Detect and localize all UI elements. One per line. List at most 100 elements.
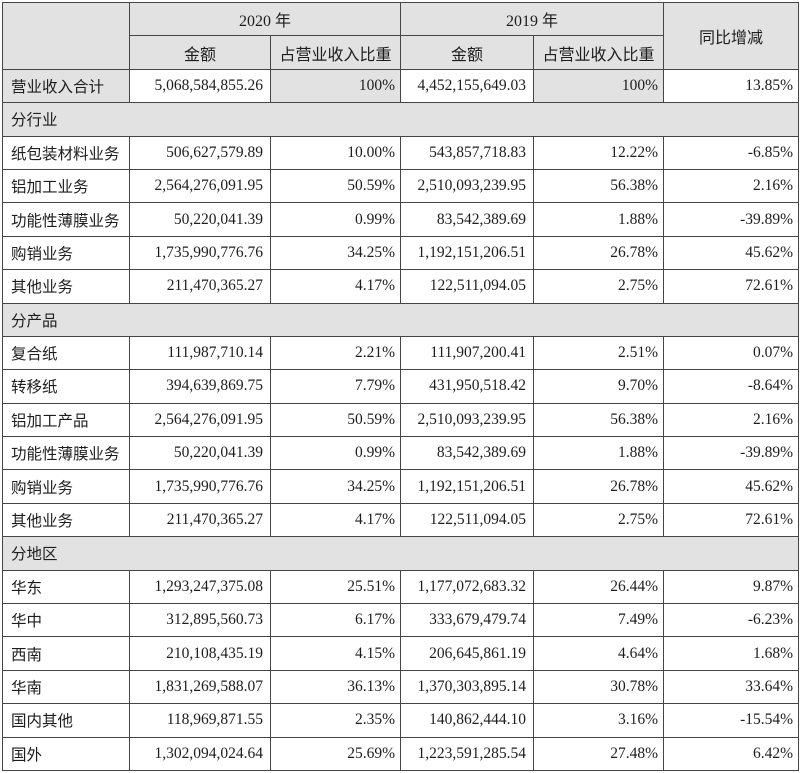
row-label: 购销业务 [2, 235, 130, 271]
yoy-cell: -6.85% [663, 135, 800, 170]
yoy-cell: 2.16% [663, 168, 800, 204]
amount-2019-cell: 4,452,155,649.03 [400, 68, 535, 104]
pct-2020-cell: 4.17% [269, 502, 402, 538]
row-label: 购销业务 [2, 469, 130, 504]
section-row-region: 分地区 [1, 536, 800, 571]
amount-2019-cell: 2,510,093,239.95 [400, 168, 535, 204]
amount-2020-cell: 1,302,094,024.64 [129, 736, 271, 772]
pct-2019-cell: 7.49% [533, 603, 665, 638]
pct-2020-cell: 4.17% [269, 269, 402, 304]
row-label: 纸包装材料业务 [2, 135, 130, 170]
amount-2020-cell: 211,470,365.27 [129, 502, 271, 538]
yoy-cell: 45.62% [663, 235, 800, 271]
yoy-cell: 45.62% [663, 469, 800, 504]
table-row: 华中 312,895,560.73 6.17% 333,679,479.74 7… [2, 603, 800, 638]
pct-2019-cell: 1.88% [533, 202, 665, 237]
proportion-2020-header: 占营业收入比重 [269, 35, 402, 70]
row-label: 其他业务 [2, 502, 130, 538]
section-title: 分产品 [1, 302, 800, 337]
pct-2019-cell: 27.48% [533, 736, 665, 772]
amount-2020-cell: 394,639,869.75 [129, 369, 271, 404]
amount-2020-cell: 1,293,247,375.08 [129, 569, 271, 605]
row-label: 国内其他 [2, 703, 130, 738]
yoy-cell: 0.07% [663, 335, 800, 371]
section-title: 分地区 [1, 536, 800, 571]
row-label: 铝加工业务 [2, 168, 130, 204]
row-label: 其他业务 [2, 269, 130, 304]
amount-2019-cell: 83,542,389.69 [400, 202, 535, 237]
yoy-cell: 1.68% [663, 636, 800, 671]
amount-2019-cell: 1,177,072,683.32 [400, 569, 535, 605]
yoy-cell: -39.89% [663, 202, 800, 237]
pct-2020-cell: 34.25% [269, 469, 402, 504]
table-row: 国内其他 118,969,871.55 2.35% 140,862,444.10… [2, 703, 800, 738]
pct-2019-cell: 3.16% [533, 703, 665, 738]
row-label: 西南 [2, 636, 130, 671]
amount-2020-cell: 50,220,041.39 [129, 202, 271, 237]
amount-2019-cell: 1,370,303,895.14 [400, 669, 535, 705]
table-row: 功能性薄膜业务 50,220,041.39 0.99% 83,542,389.6… [2, 436, 800, 471]
pct-2020-cell: 100% [269, 68, 402, 104]
yoy-cell: -8.64% [663, 369, 800, 404]
amount-2019-cell: 543,857,718.83 [400, 135, 535, 170]
row-label: 功能性薄膜业务 [2, 202, 130, 237]
pct-2020-cell: 6.17% [269, 603, 402, 638]
table-row: 其他业务 211,470,365.27 4.17% 122,511,094.05… [2, 269, 800, 304]
amount-2020-cell: 1,735,990,776.76 [129, 235, 271, 271]
amount-2019-cell: 122,511,094.05 [400, 269, 535, 304]
table-row: 纸包装材料业务 506,627,579.89 10.00% 543,857,71… [2, 135, 800, 170]
pct-2020-cell: 0.99% [269, 202, 402, 237]
amount-2020-cell: 1,735,990,776.76 [129, 469, 271, 504]
amount-2020-cell: 2,564,276,091.95 [129, 402, 271, 438]
amount-2020-cell: 118,969,871.55 [129, 703, 271, 738]
amount-2019-cell: 431,950,518.42 [400, 369, 535, 404]
amount-2019-cell: 140,862,444.10 [400, 703, 535, 738]
pct-2020-cell: 4.15% [269, 636, 402, 671]
row-label: 转移纸 [2, 369, 130, 404]
pct-2020-cell: 50.59% [269, 402, 402, 438]
pct-2019-cell: 26.78% [533, 235, 665, 271]
amount-2020-cell: 506,627,579.89 [129, 135, 271, 170]
table-row: 功能性薄膜业务 50,220,041.39 0.99% 83,542,389.6… [2, 202, 800, 237]
row-label: 国外 [2, 736, 130, 772]
amount-2020-header: 金额 [129, 35, 271, 70]
section-row-product: 分产品 [1, 302, 800, 337]
amount-2020-cell: 5,068,584,855.26 [129, 68, 271, 104]
year-2020-header: 2020 年 [128, 1, 402, 37]
amount-2019-cell: 333,679,479.74 [400, 603, 535, 638]
pct-2020-cell: 25.51% [269, 569, 402, 605]
amount-2020-cell: 111,987,710.14 [129, 335, 271, 371]
amount-2020-cell: 50,220,041.39 [129, 436, 271, 471]
proportion-2019-header: 占营业收入比重 [533, 35, 665, 70]
pct-2020-cell: 7.79% [269, 369, 402, 404]
table-row: 华南 1,831,269,588.07 36.13% 1,370,303,895… [2, 669, 800, 705]
yoy-cell: -39.89% [663, 436, 800, 471]
pct-2020-cell: 50.59% [269, 168, 402, 204]
pct-2020-cell: 2.21% [269, 335, 402, 371]
table-row: 西南 210,108,435.19 4.15% 206,645,861.19 4… [2, 636, 800, 671]
amount-2019-cell: 111,907,200.41 [400, 335, 535, 371]
table-row: 转移纸 394,639,869.75 7.79% 431,950,518.42 … [2, 369, 800, 404]
pct-2019-cell: 2.75% [533, 502, 665, 538]
amount-2019-cell: 1,223,591,285.54 [400, 736, 535, 772]
amount-2020-cell: 2,564,276,091.95 [129, 168, 271, 204]
amount-2020-cell: 210,108,435.19 [129, 636, 271, 671]
table-row: 国外 1,302,094,024.64 25.69% 1,223,591,285… [2, 736, 800, 772]
year-2019-header: 2019 年 [400, 1, 665, 37]
table-row: 复合纸 111,987,710.14 2.21% 111,907,200.41 … [2, 335, 800, 371]
table-row: 购销业务 1,735,990,776.76 34.25% 1,192,151,2… [2, 235, 800, 271]
section-title: 分行业 [1, 102, 800, 137]
yoy-cell: -15.54% [663, 703, 800, 738]
row-label: 功能性薄膜业务 [2, 436, 130, 471]
amount-2019-cell: 1,192,151,206.51 [400, 235, 535, 271]
yoy-cell: 13.85% [663, 68, 800, 104]
amount-2019-cell: 2,510,093,239.95 [400, 402, 535, 438]
total-row: 营业收入合计 5,068,584,855.26 100% 4,452,155,6… [2, 68, 800, 104]
pct-2019-cell: 100% [533, 68, 665, 104]
pct-2020-cell: 0.99% [269, 436, 402, 471]
amount-2020-cell: 312,895,560.73 [129, 603, 271, 638]
section-row-industry: 分行业 [1, 102, 800, 137]
pct-2019-cell: 1.88% [533, 436, 665, 471]
header-row-years: 2020 年 2019 年 同比增减 [2, 1, 800, 70]
table-row: 华东 1,293,247,375.08 25.51% 1,177,072,683… [2, 569, 800, 605]
